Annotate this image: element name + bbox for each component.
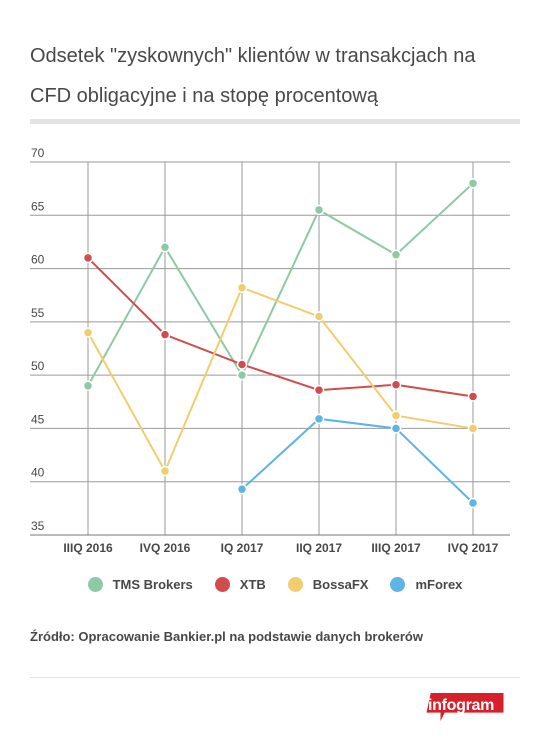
legend-marker xyxy=(390,577,406,592)
data-point xyxy=(313,413,325,425)
chart-title: Odsetek "zyskownych" klientów w transakc… xyxy=(30,45,476,107)
legend-item[interactable]: BossaFX xyxy=(287,577,369,592)
series-line xyxy=(87,182,474,387)
y-tick-label: 65 xyxy=(31,199,45,213)
data-point xyxy=(236,282,248,294)
legend-label: TMS Brokers xyxy=(112,577,193,592)
x-tick-label: IIIQ 2016 xyxy=(63,541,113,555)
data-point xyxy=(236,359,248,370)
x-tick-label: IVQ 2017 xyxy=(448,541,499,555)
title-divider xyxy=(30,119,520,124)
data-point xyxy=(467,178,479,189)
data-point xyxy=(82,380,94,392)
data-point xyxy=(82,327,94,338)
y-tick-label: 40 xyxy=(31,466,45,480)
data-point xyxy=(390,423,402,434)
legend-marker xyxy=(87,577,103,592)
legend-item[interactable]: TMS Brokers xyxy=(87,577,193,592)
data-point xyxy=(82,252,94,264)
data-point xyxy=(313,204,325,216)
data-point xyxy=(390,410,402,421)
x-tick-label: IIIQ 2017 xyxy=(371,541,421,555)
y-tick-label: 50 xyxy=(31,359,45,373)
series-line xyxy=(87,257,474,398)
y-tick-label: 55 xyxy=(31,306,45,320)
infogram-logo[interactable] xyxy=(410,693,520,721)
source-note: Źródło: Opracowanie Bankier.pl na podsta… xyxy=(30,629,423,644)
x-tick-label: IIQ 2017 xyxy=(296,541,342,555)
legend-label: XTB xyxy=(239,577,266,592)
line-chart: 35 40 45 50 55 60 65 70 IIIQ 2016 IVQ 2016 IQ 2017… xyxy=(30,146,510,555)
y-tick-label: 35 xyxy=(31,519,45,533)
data-point xyxy=(236,369,248,381)
infogram-logo-text[interactable]: infogram xyxy=(428,697,495,714)
data-point xyxy=(467,391,479,402)
data-point xyxy=(313,384,325,396)
legend-label: mForex xyxy=(415,577,463,592)
data-point xyxy=(236,483,248,495)
data-point xyxy=(467,497,479,509)
legend-item[interactable]: mForex xyxy=(390,577,462,592)
series-line xyxy=(87,286,474,474)
legend-marker xyxy=(287,577,303,592)
y-tick-label: 60 xyxy=(31,253,45,267)
data-point xyxy=(390,379,402,390)
y-tick-label: 70 xyxy=(31,146,45,160)
x-tick-label: IQ 2017 xyxy=(221,541,264,555)
data-point xyxy=(159,465,171,477)
series-line xyxy=(241,417,474,504)
legend-item[interactable]: XTB xyxy=(214,577,266,592)
footer-divider xyxy=(30,677,520,678)
data-point xyxy=(159,329,171,340)
data-point xyxy=(159,242,171,253)
x-tick-label: IVQ 2016 xyxy=(140,541,191,555)
data-point xyxy=(313,311,325,322)
data-point xyxy=(390,249,402,260)
legend-label: BossaFX xyxy=(312,577,369,592)
chart-legend: TMS Brokers XTB BossaFX mForex xyxy=(0,577,550,592)
legend-marker xyxy=(214,577,230,592)
y-tick-label: 45 xyxy=(31,412,45,426)
data-point xyxy=(467,423,479,434)
